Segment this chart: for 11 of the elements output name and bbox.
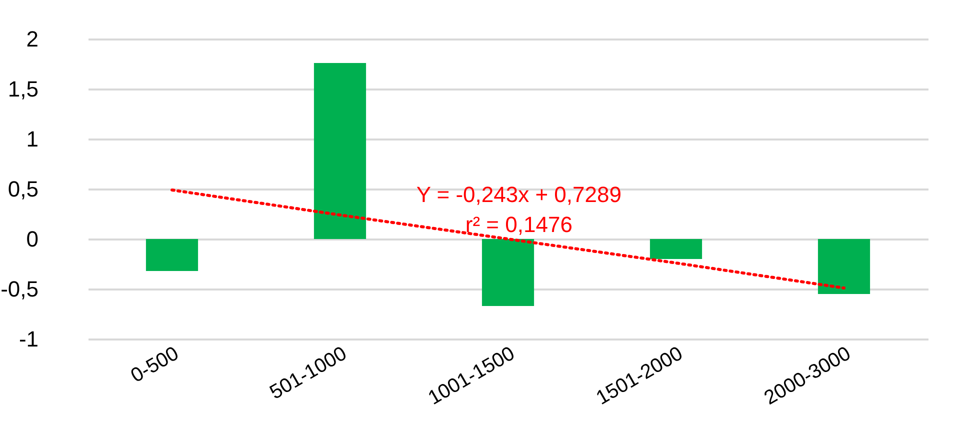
annotation: r² = 0,1476 (465, 212, 572, 237)
annotation: Y = -0,243x + 0,7289 (416, 182, 622, 207)
y-tick-label: -1 (18, 326, 38, 352)
line-series (170, 188, 846, 290)
y-tick-label: 0,5 (8, 176, 38, 202)
y-tick-label: 1,5 (8, 76, 38, 102)
x-tick-label: 0-500 (127, 342, 182, 388)
y-tick-label: -0,5 (0, 276, 38, 302)
y-tick-label: 2 (26, 26, 38, 52)
y-tick-label: 0 (26, 226, 38, 252)
y-tick-label: 1 (26, 126, 38, 152)
